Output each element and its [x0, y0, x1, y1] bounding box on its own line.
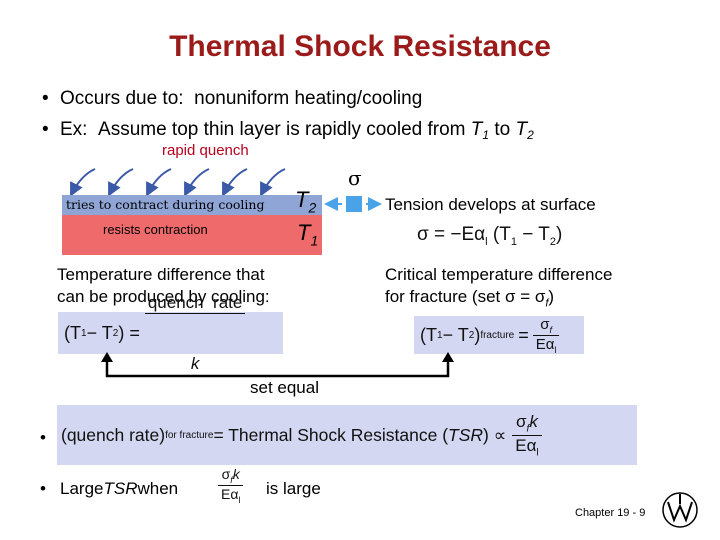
bullet-text: nonuniform heating/cooling	[194, 88, 423, 109]
bullet-dot-tsr: •	[40, 428, 46, 447]
publisher-logo-icon	[662, 492, 698, 528]
top-thin-layer	[62, 195, 322, 215]
bulk-block	[62, 215, 322, 255]
bullet-prefix: Occurs due to:	[60, 88, 184, 109]
tension-text: Tension develops at surface	[385, 195, 596, 214]
bullet-occurs: • Occurs due to: nonuniform heating/cooli…	[42, 88, 423, 109]
t2-label: T2	[295, 187, 317, 216]
sigma-label: σ	[348, 166, 362, 190]
bullet-large-tsr: • Large TSR when	[40, 479, 179, 498]
slide-title: Thermal Shock Resistance	[169, 30, 551, 63]
tension-equation: σ = −Eαl (T1 − T2)	[417, 224, 563, 248]
temp-diff-equation: (T 1 − T 2) = quench rate k	[58, 293, 283, 373]
rapid-quench-label: rapid quench	[162, 142, 249, 159]
tries-to-contract-label: tries to contract during cooling	[66, 197, 265, 212]
t1-label: T1	[297, 220, 319, 249]
temp-diff-text: Temperature difference that can be produ…	[57, 265, 270, 306]
tension-element	[324, 196, 382, 212]
chapter-label: Chapter 19 - 9	[575, 507, 646, 519]
critical-equation: (T 1 − T 2) fracture = σf Eαl	[414, 316, 584, 355]
page-number: 9	[639, 507, 646, 519]
critical-temp-text: Critical temperature difference for frac…	[385, 265, 613, 310]
bullet-example: • Ex: Assume top thin layer is rapidly co…	[42, 119, 534, 142]
resists-contraction-label: resists contraction	[103, 222, 208, 237]
set-equal-label: set equal	[250, 378, 319, 397]
large-tsr-suffix: is large	[266, 479, 321, 498]
tsr-equation: (quench rate) for fracture = Thermal Shoc…	[57, 405, 637, 465]
large-tsr-fraction: σfk Eαl	[218, 466, 244, 505]
set-equal-connector	[101, 352, 454, 378]
quench-arrows	[70, 168, 286, 197]
